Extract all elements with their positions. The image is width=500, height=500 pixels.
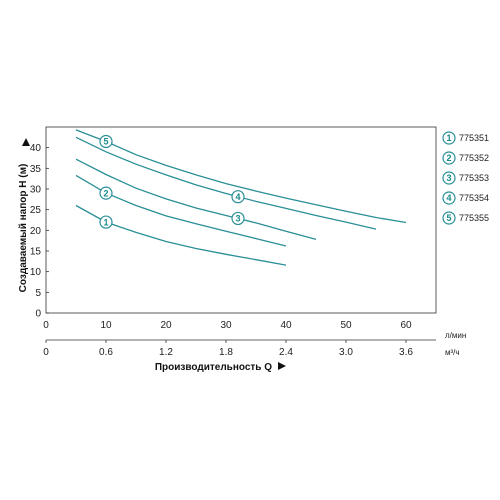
marker-circle [231, 190, 245, 204]
series-line-775354 [75, 136, 377, 230]
marker-circle [231, 211, 245, 226]
y-tick-label: 30 [30, 185, 42, 196]
legend-label: 775352 [459, 153, 489, 163]
legend-item: 2 775352 [442, 151, 489, 165]
legend-marker-number: 5 [446, 213, 451, 223]
x-tick-label: 40 [280, 320, 292, 331]
y-tick-label: 35 [30, 164, 42, 175]
legend-marker-circle [442, 171, 456, 185]
legend-label: 775351 [459, 133, 489, 143]
marker-number: 3 [235, 214, 240, 224]
legend: 1 775351 2 775352 3 775353 4 775354 5 775355 [442, 131, 489, 225]
x-tick-label: 10 [100, 320, 112, 331]
legend-item: 5 775355 [442, 211, 489, 225]
x-tick-label: 0 [43, 320, 49, 331]
legend-marker-circle [442, 131, 456, 145]
y-tick-label: 5 [35, 288, 41, 299]
x-tick-label: 20 [160, 320, 172, 331]
plot-border [45, 126, 437, 314]
legend-label: 775353 [459, 173, 489, 183]
plot-area [45, 126, 437, 314]
x-tick-label: 50 [340, 320, 352, 331]
x2-tick-label: 2.4 [279, 347, 293, 358]
y-tick-label: 15 [30, 247, 42, 258]
y-axis-arrow-icon [22, 138, 30, 146]
series-marker-775354: 4 [231, 190, 245, 204]
x2-tick-label: 3.0 [339, 347, 353, 358]
x2-tick-label: 0.6 [99, 347, 113, 358]
marker-number: 5 [103, 137, 108, 147]
legend-item: 3 775353 [442, 171, 489, 185]
y-tick-label: 10 [30, 267, 42, 278]
legend-marker-number: 3 [446, 173, 451, 183]
series-marker-775353: 3 [231, 211, 245, 226]
marker-circle [99, 134, 113, 149]
legend-label: 775355 [459, 213, 489, 223]
marker-number: 1 [103, 217, 108, 227]
y-tick-label: 0 [35, 309, 41, 320]
series-markers: 1 2 3 4 5 [99, 134, 245, 229]
legend-item: 1 775351 [442, 131, 489, 145]
legend-label: 775354 [459, 193, 489, 203]
y-tick-label: 20 [30, 226, 42, 237]
x2-tick-label: 1.8 [219, 347, 233, 358]
y-tick-label: 25 [30, 205, 42, 216]
x2-tick-label: 1.2 [159, 347, 173, 358]
y-axis-title-group: Создаваемый напор H (м) [18, 164, 29, 293]
series-line-775355 [75, 129, 407, 224]
series-line-775353 [75, 158, 317, 241]
series-marker-775355: 5 [99, 134, 113, 149]
legend-marker-circle [442, 211, 456, 225]
legend-item: 4 775354 [442, 191, 489, 205]
legend-marker-number: 2 [446, 153, 451, 163]
legend-marker-number: 1 [446, 133, 451, 143]
legend-marker-number: 4 [446, 193, 451, 203]
marker-circle [99, 186, 113, 200]
series-marker-775351: 1 [99, 215, 113, 229]
x-unit-label: л/мин [445, 331, 466, 340]
y-axis-title: Создаваемый напор H (м) [18, 164, 29, 293]
marker-circle [99, 215, 113, 229]
secondary-x-axis-ticks: 0 0.6 1.2 1.8 2.4 3.0 3.6 [43, 339, 436, 358]
series-line-775352 [75, 174, 287, 247]
y-axis-ticks: 0 5 10 15 20 25 30 35 40 [30, 143, 49, 320]
series-line-775351 [75, 204, 287, 266]
x-tick-label: 30 [220, 320, 232, 331]
x-axis-title-group: Производительность Q [155, 362, 286, 373]
marker-number: 2 [103, 188, 108, 198]
marker-number: 4 [235, 192, 240, 202]
series-marker-775352: 2 [99, 186, 113, 200]
legend-marker-circle [442, 151, 456, 165]
x-tick-label: 60 [400, 320, 412, 331]
x-axis-title: Производительность Q [155, 362, 272, 373]
legend-marker-circle [442, 191, 456, 205]
y-tick-label: 40 [30, 143, 42, 154]
x2-unit-label: м³/ч [445, 348, 460, 357]
x-axis-arrow-icon [278, 362, 286, 370]
x2-tick-label: 3.6 [399, 347, 413, 358]
x-axis-ticks: 0 10 20 30 40 50 60 [43, 320, 412, 331]
x2-tick-label: 0 [43, 347, 49, 358]
